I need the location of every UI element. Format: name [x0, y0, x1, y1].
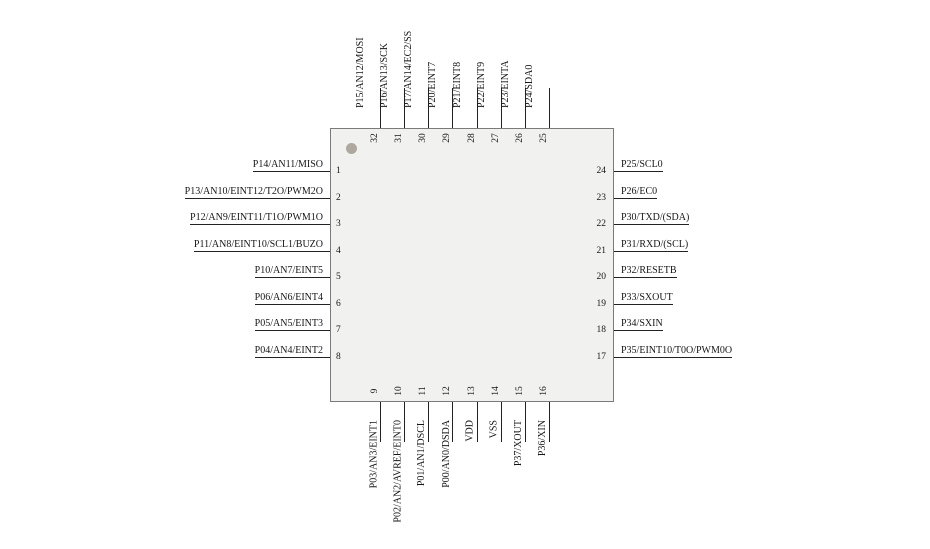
pin-number-9: 9 — [370, 388, 380, 394]
pin-number-7: 7 — [336, 325, 341, 335]
pin-label-bottom-12: P00/AN0/DSDA — [440, 420, 452, 488]
pin-label-right-21: P31/RXD/(SCL) — [614, 238, 689, 252]
pin-number-1: 1 — [336, 166, 341, 176]
chip-body — [330, 128, 614, 402]
pin-label-right-18: P34/SXIN — [614, 317, 663, 331]
pin-label-left-7: P05/AN5/EINT3 — [254, 317, 330, 331]
pin-number-18: 18 — [596, 325, 607, 335]
pin-label-left-2: P13/AN10/EINT12/T2O/PWM2O — [184, 185, 330, 199]
pin-number-2: 2 — [336, 192, 341, 203]
pin-line-bottom-15 — [524, 402, 526, 442]
pin-line-bottom-11 — [428, 402, 430, 442]
pin-line-top-25 — [549, 88, 551, 128]
pin-number-25: 25 — [539, 133, 550, 143]
pin-label-bottom-15: P37/XOUT — [512, 420, 524, 467]
pin-label-bottom-13: VDD — [464, 420, 476, 442]
pin-label-top-32: P15/AN12/MOSI — [355, 37, 366, 108]
pin-number-4: 4 — [336, 245, 341, 256]
pin-line-bottom-12 — [452, 402, 454, 442]
pin-label-top-27: P22/EINT9 — [475, 61, 487, 108]
pin-label-top-31: P16/AN13/SCK — [379, 42, 391, 108]
pin1-marker-dot — [346, 143, 357, 154]
pin-number-20: 20 — [596, 272, 607, 282]
pin-line-top-29 — [452, 88, 454, 128]
pin-number-5: 5 — [336, 272, 341, 282]
pin-number-19: 19 — [596, 298, 607, 309]
pin-number-26: 26 — [514, 133, 525, 143]
pin-line-top-31 — [404, 88, 406, 128]
pin-number-24: 24 — [596, 166, 607, 176]
pin-number-29: 29 — [442, 133, 453, 143]
pin-line-top-32 — [380, 88, 381, 128]
pin-number-28: 28 — [466, 133, 477, 143]
pin-number-21: 21 — [596, 245, 607, 256]
pin-number-15: 15 — [514, 386, 525, 396]
pin-number-32: 32 — [370, 133, 380, 143]
pin-line-bottom-16 — [549, 402, 551, 442]
pin-number-22: 22 — [596, 219, 607, 229]
pin-line-bottom-9 — [380, 402, 381, 442]
pin-label-top-25: P24/SDA0 — [524, 64, 536, 108]
pin-line-top-26 — [524, 88, 526, 128]
pin-label-bottom-9: P03/AN3/EINT1 — [368, 420, 379, 489]
pin-number-10: 10 — [394, 386, 405, 396]
pin-line-top-28 — [476, 88, 478, 128]
pin-number-6: 6 — [336, 298, 341, 309]
pin-number-17: 17 — [596, 351, 607, 362]
pin-label-left-6: P06/AN6/EINT4 — [254, 291, 330, 305]
pin-line-top-27 — [500, 88, 502, 128]
pin-label-bottom-16: P36/XIN — [537, 420, 549, 457]
pin-label-right-22: P30/TXD/(SDA) — [614, 211, 690, 225]
pin-label-left-1: P14/AN11/MISO — [252, 158, 330, 172]
pin-label-right-23: P26/EC0 — [614, 185, 658, 199]
pin-number-14: 14 — [490, 386, 501, 396]
pin-label-right-24: P25/SCL0 — [614, 158, 663, 172]
pin-label-top-26: P23/EINTA — [499, 60, 511, 108]
pin-number-16: 16 — [539, 386, 550, 396]
pin-label-left-5: P10/AN7/EINT5 — [254, 264, 330, 278]
pin-label-left-8: P04/AN4/EINT2 — [254, 344, 330, 358]
pin-label-left-3: P12/AN9/EINT11/T1O/PWM1O — [190, 211, 330, 225]
pin-label-bottom-14: VSS — [488, 420, 500, 439]
pin-line-top-30 — [428, 88, 430, 128]
pin-line-bottom-13 — [476, 402, 478, 442]
pin-label-right-17: P35/EINT10/T0O/PWM0O — [614, 344, 733, 358]
pin-label-bottom-10: P02/AN2/AVREF/EINT0 — [392, 420, 404, 523]
pin-number-13: 13 — [466, 386, 477, 396]
pin-number-11: 11 — [418, 386, 429, 396]
pin-label-bottom-11: P01/AN1/DSCL — [416, 420, 428, 487]
pin-label-right-20: P32/RESETB — [614, 264, 677, 278]
pin-number-30: 30 — [418, 133, 429, 143]
pin-number-12: 12 — [442, 386, 453, 396]
pin-number-27: 27 — [490, 133, 501, 143]
pin-label-top-28: P21/EINT8 — [451, 61, 463, 108]
pin-label-left-4: P11/AN8/EINT10/SCL1/BUZO — [193, 238, 330, 252]
pin-label-top-29: P20/EINT7 — [427, 61, 439, 108]
pin-number-23: 23 — [596, 192, 607, 203]
pin-line-bottom-14 — [500, 402, 502, 442]
pin-number-8: 8 — [336, 351, 341, 362]
pin-line-bottom-10 — [404, 402, 406, 442]
pin-label-top-30: P17/AN14/EC2/SS — [403, 30, 415, 108]
pin-number-31: 31 — [394, 133, 405, 143]
pin-label-right-19: P33/SXOUT — [614, 291, 673, 305]
pin-number-3: 3 — [336, 219, 341, 229]
